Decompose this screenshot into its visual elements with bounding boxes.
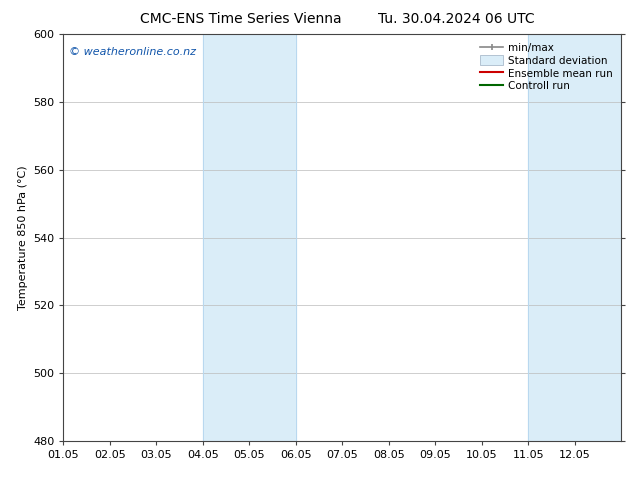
Text: © weatheronline.co.nz: © weatheronline.co.nz [69, 47, 196, 56]
Y-axis label: Temperature 850 hPa (°C): Temperature 850 hPa (°C) [18, 165, 27, 310]
Text: CMC-ENS Time Series Vienna: CMC-ENS Time Series Vienna [140, 12, 342, 26]
Text: Tu. 30.04.2024 06 UTC: Tu. 30.04.2024 06 UTC [378, 12, 535, 26]
Bar [203, 34, 296, 441]
Legend: min/max, Standard deviation, Ensemble mean run, Controll run: min/max, Standard deviation, Ensemble me… [477, 40, 616, 95]
Bar [528, 34, 621, 441]
